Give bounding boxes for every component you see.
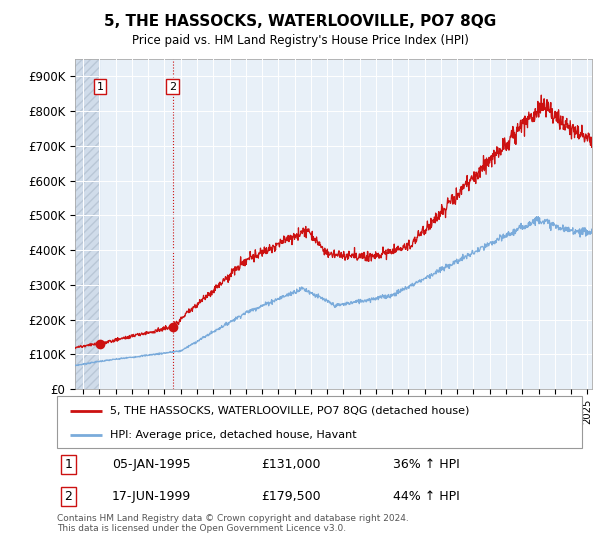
Text: 2: 2 [169,82,176,92]
Text: HPI: Average price, detached house, Havant: HPI: Average price, detached house, Hava… [110,430,356,440]
Text: £179,500: £179,500 [262,490,322,503]
Text: 05-JAN-1995: 05-JAN-1995 [112,458,191,471]
Text: 1: 1 [97,82,103,92]
Bar [75,59,100,389]
Text: £131,000: £131,000 [262,458,321,471]
Text: 36% ↑ HPI: 36% ↑ HPI [393,458,460,471]
Text: Price paid vs. HM Land Registry's House Price Index (HPI): Price paid vs. HM Land Registry's House … [131,34,469,46]
Text: 17-JUN-1999: 17-JUN-1999 [112,490,191,503]
Bar [75,59,100,389]
Text: 5, THE HASSOCKS, WATERLOOVILLE, PO7 8QG (detached house): 5, THE HASSOCKS, WATERLOOVILLE, PO7 8QG … [110,406,469,416]
Text: 2: 2 [65,490,73,503]
Text: 44% ↑ HPI: 44% ↑ HPI [393,490,460,503]
Text: 1: 1 [65,458,73,471]
Text: 5, THE HASSOCKS, WATERLOOVILLE, PO7 8QG: 5, THE HASSOCKS, WATERLOOVILLE, PO7 8QG [104,14,496,29]
Text: Contains HM Land Registry data © Crown copyright and database right 2024.
This d: Contains HM Land Registry data © Crown c… [57,514,409,534]
